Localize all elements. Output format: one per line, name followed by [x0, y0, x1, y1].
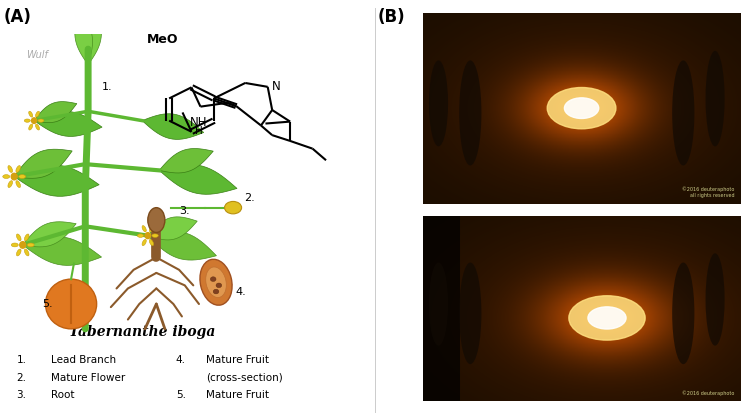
- Ellipse shape: [11, 243, 18, 247]
- Ellipse shape: [16, 234, 21, 241]
- Ellipse shape: [429, 60, 448, 146]
- Ellipse shape: [150, 239, 153, 246]
- Circle shape: [548, 87, 616, 129]
- Ellipse shape: [210, 277, 216, 281]
- Ellipse shape: [213, 289, 219, 294]
- Polygon shape: [22, 236, 102, 265]
- Text: 2.: 2.: [16, 373, 26, 383]
- Text: MeO: MeO: [147, 34, 178, 47]
- Ellipse shape: [27, 243, 34, 247]
- Polygon shape: [84, 10, 102, 65]
- Circle shape: [588, 307, 626, 329]
- Ellipse shape: [672, 60, 694, 165]
- Circle shape: [568, 296, 645, 340]
- Polygon shape: [142, 114, 203, 139]
- Text: 4.: 4.: [236, 287, 247, 297]
- Ellipse shape: [200, 259, 232, 305]
- Ellipse shape: [142, 226, 147, 232]
- Ellipse shape: [28, 124, 33, 130]
- Ellipse shape: [148, 207, 165, 233]
- Ellipse shape: [152, 234, 159, 237]
- Ellipse shape: [16, 181, 20, 188]
- Text: (B): (B): [378, 8, 405, 26]
- Text: Root: Root: [51, 390, 74, 400]
- Text: NH: NH: [189, 116, 207, 129]
- Text: (A): (A): [4, 8, 31, 26]
- Ellipse shape: [142, 239, 147, 246]
- Ellipse shape: [46, 279, 96, 329]
- Polygon shape: [75, 10, 93, 65]
- Text: 2.: 2.: [245, 194, 255, 203]
- Text: ©2016 deuteraphoto
all rights reserved: ©2016 deuteraphoto all rights reserved: [681, 186, 735, 198]
- Text: Tabernanthe iboga: Tabernanthe iboga: [69, 325, 215, 339]
- Ellipse shape: [705, 51, 725, 146]
- Ellipse shape: [28, 111, 33, 117]
- Ellipse shape: [36, 124, 40, 130]
- Ellipse shape: [16, 249, 21, 256]
- Text: 5.: 5.: [176, 390, 186, 400]
- Polygon shape: [148, 217, 197, 240]
- Text: Lead Branch: Lead Branch: [51, 355, 116, 365]
- Ellipse shape: [705, 253, 725, 346]
- Text: ©2016 deuteraphoto: ©2016 deuteraphoto: [681, 390, 735, 396]
- Text: Mature Fruit: Mature Fruit: [206, 355, 269, 365]
- Ellipse shape: [138, 234, 144, 237]
- Ellipse shape: [459, 262, 482, 364]
- Text: 1.: 1.: [102, 81, 113, 92]
- Text: 3.: 3.: [179, 206, 190, 216]
- Text: N: N: [272, 80, 281, 93]
- Text: 5.: 5.: [43, 299, 53, 309]
- Ellipse shape: [224, 202, 242, 214]
- Circle shape: [19, 241, 25, 248]
- Polygon shape: [22, 222, 76, 247]
- Text: 1.: 1.: [16, 355, 26, 365]
- Circle shape: [145, 233, 150, 239]
- Ellipse shape: [8, 165, 13, 173]
- Ellipse shape: [459, 60, 482, 165]
- Polygon shape: [14, 165, 99, 196]
- Circle shape: [565, 98, 598, 118]
- Polygon shape: [159, 165, 237, 194]
- Text: Wulf: Wulf: [26, 50, 48, 60]
- Polygon shape: [34, 111, 102, 136]
- Circle shape: [31, 118, 37, 123]
- Text: Mature Flower: Mature Flower: [51, 373, 125, 383]
- Ellipse shape: [25, 249, 29, 256]
- Ellipse shape: [672, 262, 694, 364]
- Text: H: H: [195, 126, 203, 136]
- Ellipse shape: [16, 165, 20, 173]
- Polygon shape: [148, 231, 216, 260]
- Ellipse shape: [429, 262, 448, 346]
- Polygon shape: [159, 149, 213, 173]
- Ellipse shape: [3, 175, 10, 178]
- Ellipse shape: [36, 111, 40, 117]
- Ellipse shape: [19, 175, 25, 178]
- Text: Mature Fruit: Mature Fruit: [206, 390, 269, 400]
- Ellipse shape: [25, 234, 29, 241]
- Polygon shape: [34, 102, 77, 123]
- Ellipse shape: [150, 226, 153, 232]
- Text: 4.: 4.: [176, 355, 186, 365]
- Ellipse shape: [38, 119, 44, 122]
- Text: (cross-section): (cross-section): [206, 373, 283, 383]
- Polygon shape: [14, 149, 73, 178]
- Ellipse shape: [8, 181, 13, 188]
- Ellipse shape: [216, 283, 221, 288]
- Circle shape: [11, 173, 17, 180]
- Ellipse shape: [24, 119, 30, 122]
- Ellipse shape: [206, 267, 227, 297]
- Text: 3.: 3.: [16, 390, 26, 400]
